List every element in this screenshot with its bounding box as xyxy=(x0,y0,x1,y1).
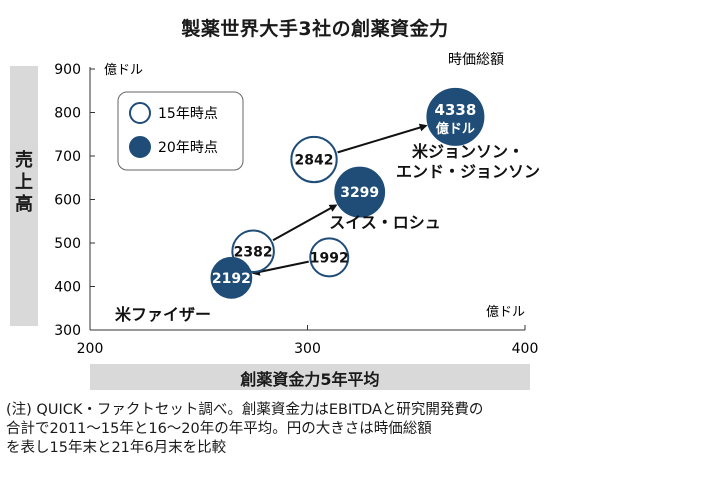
data-label: 4338 xyxy=(435,101,477,119)
legend-marker xyxy=(129,102,151,124)
y-tick-label: 500 xyxy=(54,236,81,252)
data-point xyxy=(334,166,386,218)
data-label: 3299 xyxy=(340,185,379,201)
footnote-line: 合計で2011～15年と16～20年の年平均。円の大きさは時価総額 xyxy=(6,421,432,437)
x-tick-label: 200 xyxy=(77,341,104,357)
data-point xyxy=(210,256,253,299)
y-tick-label: 900 xyxy=(54,62,81,78)
x-axis-unit: 億ドル xyxy=(486,304,525,320)
x-tick-label: 300 xyxy=(294,341,321,357)
y-axis-label-background xyxy=(10,66,38,326)
x-tick-label: 400 xyxy=(512,341,539,357)
y-tick-label: 300 xyxy=(54,323,81,339)
legend-marker xyxy=(129,136,151,158)
footnote-line: (注) QUICK・ファクトセット調べ。創薬資金力はEBITDAと研究開発費の xyxy=(6,402,484,418)
trend-arrow xyxy=(337,123,428,154)
data-label: 1992 xyxy=(310,250,349,266)
x-axis-label: 創薬資金力5年平均 xyxy=(240,370,380,389)
series-label: スイス・ロシュ xyxy=(329,213,441,232)
y-axis-label: 売上高 xyxy=(15,150,33,215)
data-label: 2842 xyxy=(295,152,334,168)
y-tick-label: 800 xyxy=(54,106,81,122)
footnote-line: を表し15年末と21年6月末を比較 xyxy=(6,440,227,456)
series-label: 米ファイザー xyxy=(115,305,211,324)
size-legend-label: 時価総額 xyxy=(448,52,504,68)
y-axis-unit: 億ドル xyxy=(104,62,143,78)
y-tick-label: 600 xyxy=(54,193,81,209)
legend-label: 15年時点 xyxy=(158,106,218,122)
data-point xyxy=(309,237,350,278)
series-label: 米ジョンソン・ xyxy=(412,142,524,161)
trend-arrow xyxy=(251,260,309,276)
data-label-unit: 億ドル xyxy=(436,121,475,137)
data-label: 2192 xyxy=(212,271,251,287)
footnote: (注) QUICK・ファクトセット調べ。創薬資金力はEBITDAと研究開発費の … xyxy=(6,401,696,458)
legend-label: 20年時点 xyxy=(158,140,218,156)
y-tick-label: 700 xyxy=(54,149,81,165)
y-tick-label: 400 xyxy=(54,280,81,296)
trend-arrow xyxy=(272,204,338,242)
data-point xyxy=(426,87,485,146)
x-axis-label-background xyxy=(90,364,530,390)
data-point xyxy=(290,135,338,184)
chart-title: 製薬世界大手3社の創薬資金力 xyxy=(181,18,449,40)
data-label: 2382 xyxy=(234,244,273,260)
series-label: エンド・ジョンソン xyxy=(396,162,540,181)
